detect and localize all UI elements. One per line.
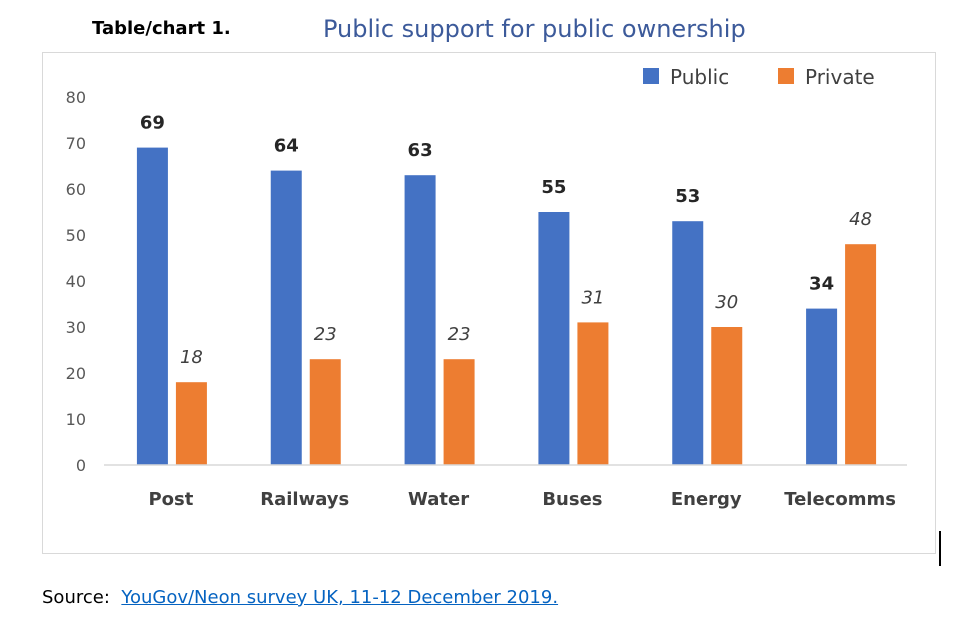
bar-private <box>845 244 877 465</box>
x-tick-label: Water <box>408 489 469 510</box>
data-label-private: 48 <box>849 209 872 230</box>
data-label-public: 34 <box>809 274 834 295</box>
legend-label-private: Private <box>805 65 875 89</box>
bar-public <box>136 147 168 465</box>
bar-public <box>270 170 302 465</box>
y-tick-label: 80 <box>66 88 86 107</box>
text-cursor <box>939 531 941 566</box>
y-tick-label: 0 <box>76 456 86 475</box>
legend-label-public: Public <box>670 65 729 89</box>
x-tick-label: Telecomms <box>784 489 896 510</box>
data-label-public: 55 <box>541 177 566 198</box>
data-label-public: 63 <box>408 140 433 161</box>
data-label-private: 31 <box>581 287 604 308</box>
data-label-private: 18 <box>180 347 203 368</box>
bar-private <box>577 322 609 465</box>
y-tick-label: 60 <box>66 180 86 199</box>
x-tick-label: Railways <box>260 489 349 510</box>
x-tick-label: Energy <box>671 489 742 510</box>
x-tick-label: Post <box>148 489 193 510</box>
y-tick-label: 50 <box>66 226 86 245</box>
y-tick-label: 40 <box>66 272 86 291</box>
bar-public <box>806 308 838 465</box>
bar-public <box>538 212 570 465</box>
data-label-private: 23 <box>448 324 471 345</box>
data-label-private: 23 <box>314 324 337 345</box>
data-label-public: 53 <box>675 186 700 207</box>
chart-label: Table/chart 1. <box>92 18 231 39</box>
y-tick-label: 70 <box>66 134 86 153</box>
bar-private <box>443 359 475 465</box>
bar-private <box>711 327 743 465</box>
legend-swatch-public <box>643 68 659 84</box>
bar-public <box>672 221 704 465</box>
data-label-private: 30 <box>715 292 738 313</box>
legend-swatch-private <box>778 68 794 84</box>
bar-chart: 0 10 20 30 40 50 60 70 80 69 64 63 55 53 34 18 23 23 31 30 4… <box>66 65 907 510</box>
bar-public <box>404 175 436 465</box>
y-tick-label: 20 <box>66 364 86 383</box>
chart-area <box>42 52 936 554</box>
source-link[interactable]: YouGov/Neon survey UK, 11-12 December 20… <box>121 587 559 608</box>
data-label-public: 64 <box>274 136 299 157</box>
data-label-public: 69 <box>140 113 165 134</box>
y-tick-label: 10 <box>66 410 86 429</box>
bar-private <box>175 382 207 465</box>
source-note: Source: YouGov/Neon survey UK, 11-12 Dec… <box>42 587 558 608</box>
source-prefix: Source: <box>42 587 110 608</box>
y-tick-label: 30 <box>66 318 86 337</box>
bar-private <box>309 359 341 465</box>
x-tick-label: Buses <box>542 489 602 510</box>
chart-title: Public support for public ownership <box>323 15 746 43</box>
